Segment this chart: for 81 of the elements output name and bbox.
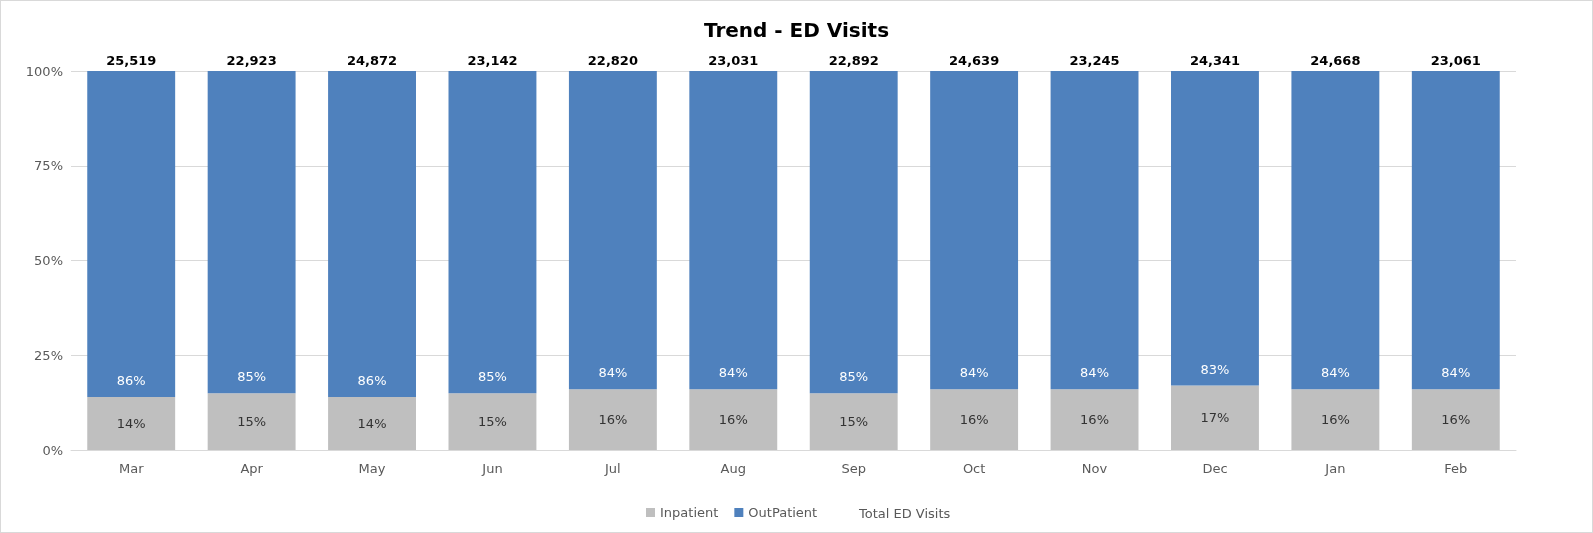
x-tick-label: Apr (240, 461, 264, 476)
bar (1411, 71, 1500, 390)
data-label: 85% (839, 369, 869, 385)
bar (1411, 389, 1500, 450)
x-tick-label: Mar (118, 461, 145, 476)
chart-title: Trend - ED Visits (703, 18, 890, 42)
data-label: 86% (357, 372, 387, 388)
bar (1050, 71, 1139, 390)
data-label: 17% (1200, 410, 1230, 426)
x-tick-label: Dec (1202, 461, 1228, 476)
x-tick-label: Jan (1324, 461, 1346, 476)
annotation: 24,872 (346, 53, 398, 68)
bar (448, 393, 537, 450)
x-tick-label: Sep (841, 461, 866, 476)
bar (1171, 385, 1259, 450)
x-tick-label: Jul (604, 461, 621, 476)
data-label: 84% (959, 365, 989, 381)
annotation: 24,341 (1189, 53, 1241, 68)
annotation: 22,923 (226, 53, 277, 68)
bar (689, 71, 778, 390)
y-tick-label: 75% (34, 158, 63, 174)
y-tick-label: 100% (25, 63, 63, 79)
data-label: 16% (1320, 412, 1350, 428)
data-label: 14% (357, 415, 387, 431)
annotation: 25,519 (106, 53, 157, 68)
bar (809, 71, 898, 394)
bar (930, 389, 1019, 450)
legend-label: Inpatient (660, 505, 719, 520)
x-tick-label: Oct (962, 461, 986, 476)
bar (87, 71, 176, 397)
x-tick-label: Feb (1444, 461, 1468, 476)
annotation: 23,031 (708, 53, 759, 68)
data-label: 84% (1080, 365, 1109, 381)
data-label: 15% (839, 414, 869, 430)
data-label: 85% (478, 369, 507, 385)
bar (568, 71, 657, 390)
x-tick-label: Nov (1081, 461, 1108, 476)
bar (1050, 389, 1139, 450)
data-label: 15% (478, 414, 507, 430)
bar (207, 393, 296, 450)
data-label: 83% (1200, 361, 1230, 377)
data-label: 16% (1441, 412, 1471, 428)
annotation: 22,892 (828, 53, 879, 68)
data-label: 84% (1441, 365, 1471, 381)
data-label: 14% (116, 415, 146, 431)
x-tick-label: Aug (720, 461, 746, 476)
annotation: 23,142 (467, 53, 518, 68)
data-label: 16% (718, 412, 748, 428)
bar (328, 396, 416, 450)
y-tick-label: 25% (34, 347, 63, 363)
bar (689, 389, 778, 450)
data-label: 15% (237, 414, 267, 430)
data-label: 16% (1080, 412, 1109, 428)
bar (207, 71, 296, 394)
annotation: 23,061 (1430, 53, 1481, 68)
annotation: 24,668 (1310, 53, 1361, 68)
bar (1171, 71, 1259, 386)
data-label: 84% (718, 365, 748, 381)
bar (328, 71, 416, 397)
bar (1291, 71, 1380, 390)
y-tick-label: 50% (34, 253, 63, 268)
bar (87, 396, 176, 450)
data-label: 84% (598, 365, 628, 381)
annotation: 23,245 (1069, 53, 1120, 68)
bar (568, 389, 657, 450)
data-label: 85% (237, 369, 267, 385)
bar (809, 393, 898, 450)
data-label: 86% (116, 372, 146, 388)
legend-label: OutPatient (748, 505, 818, 520)
data-label: 16% (598, 412, 628, 428)
x-tick-label: May (358, 461, 386, 476)
text: Total ED Visits (858, 506, 951, 521)
data-label: 16% (959, 412, 989, 428)
x-tick-label: Jun (481, 461, 503, 476)
y-tick-label: 0% (42, 442, 63, 458)
annotation: 24,639 (949, 53, 1000, 68)
data-label: 84% (1320, 365, 1350, 381)
bar (1291, 389, 1380, 450)
annotation: 22,820 (587, 53, 638, 68)
bar (930, 71, 1019, 390)
bar (448, 71, 537, 394)
